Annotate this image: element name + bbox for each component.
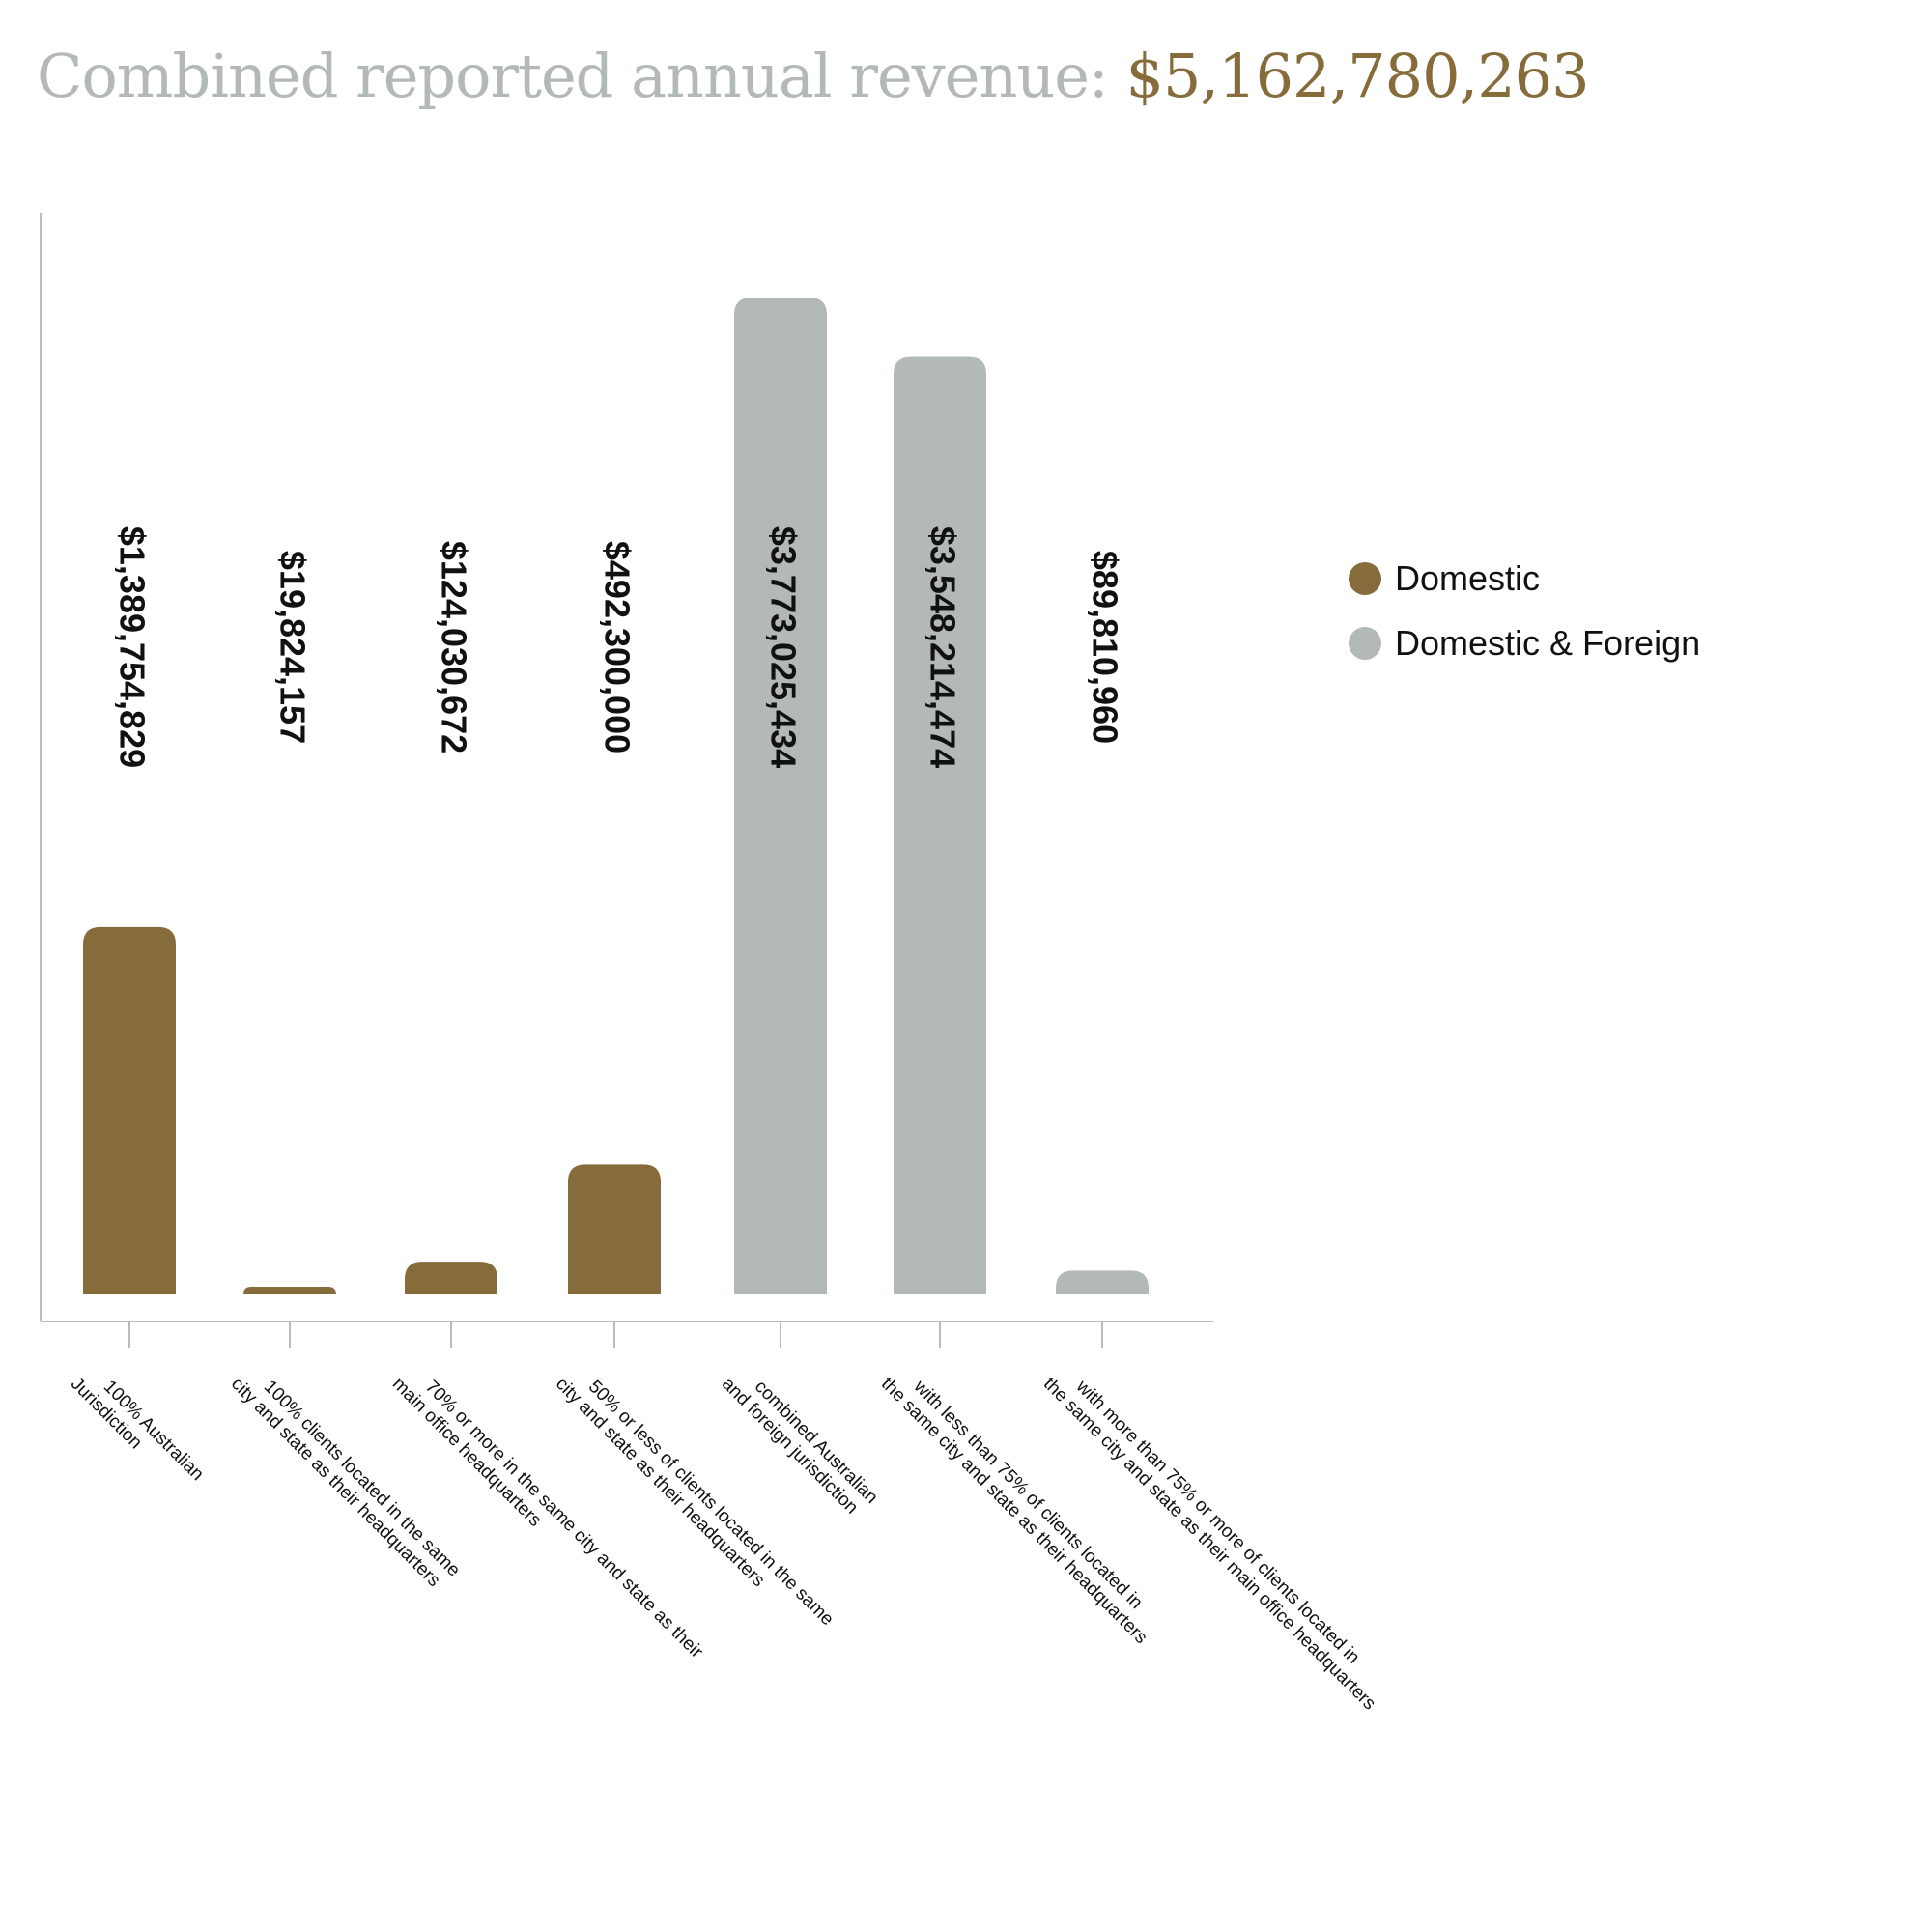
data-label: $3,548,214,474 bbox=[923, 526, 962, 768]
data-label: $124,030,672 bbox=[434, 541, 473, 753]
data-label: $19,824,157 bbox=[272, 551, 312, 744]
x-tick-label: with less than 75% of clients located in… bbox=[877, 1359, 1166, 1648]
legend-swatch bbox=[1349, 561, 1381, 595]
x-tick-label-line: combined Australian bbox=[751, 1377, 882, 1508]
bar bbox=[83, 926, 176, 1294]
legend-label: Domestic bbox=[1395, 557, 1541, 598]
x-tick-label: combined Australianand foreign jurisdict… bbox=[718, 1359, 882, 1523]
data-label: $492,300,000 bbox=[597, 541, 637, 753]
bar bbox=[894, 356, 986, 1294]
data-label: $89,810,960 bbox=[1085, 551, 1124, 744]
legend-swatch bbox=[1349, 626, 1381, 660]
title-amount: $5,162,780,263 bbox=[1125, 41, 1590, 111]
x-tick-label: 50% or less of clients located in the sa… bbox=[552, 1359, 838, 1645]
legend-label: Domestic & Foreign bbox=[1395, 622, 1701, 663]
x-tick-label-line: and foreign jurisdiction bbox=[718, 1374, 862, 1518]
legend-item-domestic-foreign: Domestic & Foreign bbox=[1349, 611, 1700, 675]
x-tick-label: 70% or more in the same city and state a… bbox=[388, 1359, 707, 1678]
bar bbox=[1056, 1270, 1149, 1294]
bar bbox=[734, 298, 827, 1294]
title-text: Combined reported annual revenue: bbox=[37, 41, 1126, 111]
x-tick-label: with more than 75% or more of clients lo… bbox=[1039, 1359, 1395, 1715]
bar bbox=[243, 1287, 336, 1294]
x-tick-label-line: 70% or more in the same city and state a… bbox=[421, 1377, 707, 1662]
x-tick-label-line: main office headquarters bbox=[388, 1374, 545, 1530]
data-label: $1,389,754,829 bbox=[112, 526, 152, 768]
bar bbox=[568, 1164, 661, 1294]
legend: Domestic Domestic & Foreign bbox=[1349, 546, 1700, 675]
legend-item-domestic: Domestic bbox=[1349, 546, 1700, 611]
data-label: $3,773,025,434 bbox=[763, 526, 803, 768]
bar bbox=[405, 1262, 497, 1294]
x-tick-label: 100% AustralianJurisdiction bbox=[67, 1359, 208, 1500]
chart-title: Combined reported annual revenue: $5,162… bbox=[37, 41, 1590, 111]
